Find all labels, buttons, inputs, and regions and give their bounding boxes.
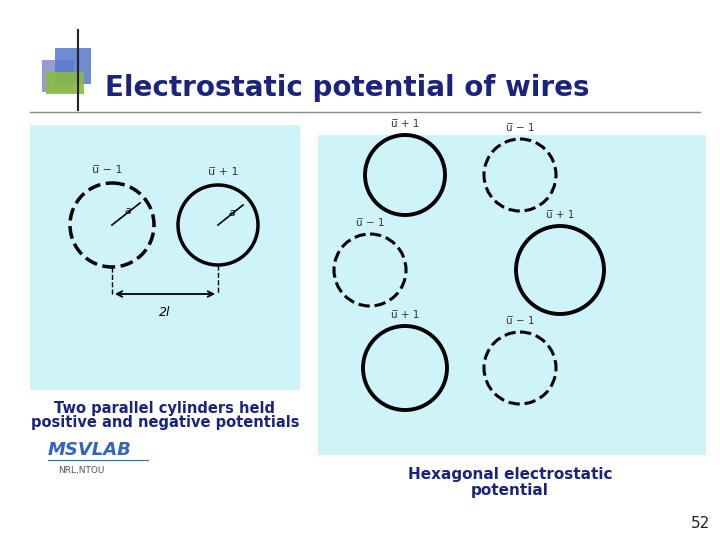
Text: Electrostatic potential of wires: Electrostatic potential of wires (105, 74, 590, 102)
Bar (42, 60, 74, 92)
Bar (46, 72, 84, 94)
Bar (318, 135, 706, 455)
Text: u̅ − 1: u̅ − 1 (505, 316, 534, 326)
Text: 52: 52 (690, 516, 710, 530)
Text: potential: potential (471, 483, 549, 497)
Text: u̅ + 1: u̅ + 1 (391, 119, 419, 129)
Text: u̅ − 1: u̅ − 1 (505, 123, 534, 133)
Text: a: a (228, 208, 235, 218)
Text: a: a (125, 206, 132, 216)
Text: Two parallel cylinders held: Two parallel cylinders held (55, 401, 276, 415)
Text: MSVLAB: MSVLAB (48, 441, 132, 459)
Text: positive and negative potentials: positive and negative potentials (31, 415, 300, 429)
Text: u̅ − 1: u̅ − 1 (356, 218, 384, 228)
Text: NRL,NTOU: NRL,NTOU (58, 465, 104, 475)
Bar (55, 48, 91, 84)
Text: u̅ + 1: u̅ + 1 (546, 210, 574, 220)
Text: u̅ − 1: u̅ − 1 (91, 165, 122, 175)
Text: Hexagonal electrostatic: Hexagonal electrostatic (408, 468, 612, 483)
Text: 2l: 2l (159, 306, 171, 319)
Text: u̅ + 1: u̅ + 1 (391, 310, 419, 320)
Bar (30, 125, 300, 390)
Text: u̅ + 1: u̅ + 1 (208, 167, 238, 177)
